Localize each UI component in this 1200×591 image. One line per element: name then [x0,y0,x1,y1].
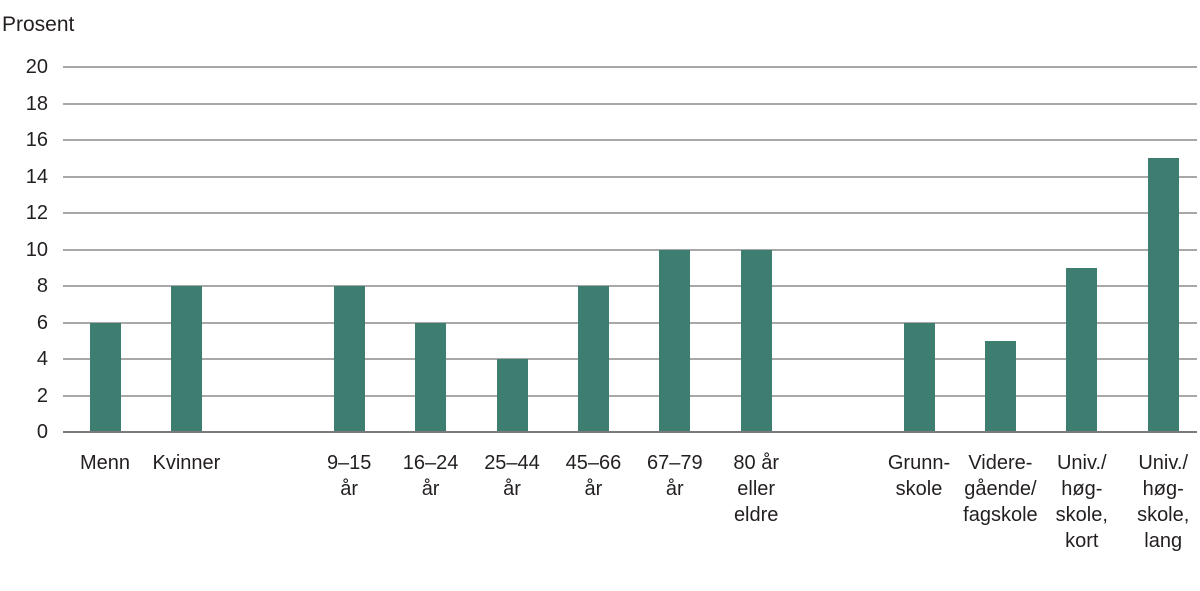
bar [984,340,1016,432]
bar [1066,267,1098,432]
y-tick-label: 16 [25,129,48,151]
y-tick-label: 20 [25,56,48,78]
x-tick-label: Videre- gående/ fagskole [963,452,1038,526]
y-tick-label: 4 [36,348,48,370]
y-axis-title: Prosent [2,13,75,36]
y-tick-label: 6 [36,311,48,334]
bar [1147,158,1179,432]
x-tick-label: 16–24 år [402,452,459,500]
y-tick-label: 12 [25,202,48,224]
x-tick-label: Menn [79,452,131,474]
bar [740,249,772,432]
gridline [63,66,1197,68]
bar [903,322,935,432]
gridline [63,102,1197,105]
x-tick-label: Kvinner [152,452,221,474]
bar [496,359,528,432]
y-tick-label: 10 [25,238,48,261]
x-tick-label: 45–66 år [565,452,622,500]
gridline [63,175,1197,178]
gridline [63,248,1197,251]
gridline [63,212,1197,214]
bar [333,286,365,432]
y-tick-label: 0 [36,421,48,443]
y-tick-label: 18 [25,92,48,115]
x-tick-label: Grunn- skole [887,452,951,500]
gridline [63,394,1197,397]
bar [577,286,609,432]
y-tick-label: 8 [36,275,48,297]
bar [659,249,691,432]
gridline [63,321,1197,324]
x-axis-line [63,431,1197,433]
y-tick-label: 14 [25,165,48,188]
bar [89,322,121,432]
x-tick-label: 9–15 år [326,452,372,500]
bar [415,322,447,432]
x-tick-label: Univ./ høg- skole, kort [1055,452,1108,552]
bar [170,286,202,432]
gridline [63,139,1197,141]
x-tick-label: 80 år eller eldre [733,452,779,526]
y-tick-label: 2 [36,384,48,407]
x-tick-label: Univ./ høg- skole, lang [1137,452,1190,552]
gridline [63,285,1197,287]
x-tick-label: 67–79 år [646,452,703,500]
gridline [63,358,1197,360]
x-tick-label: 25–44 år [484,452,540,500]
